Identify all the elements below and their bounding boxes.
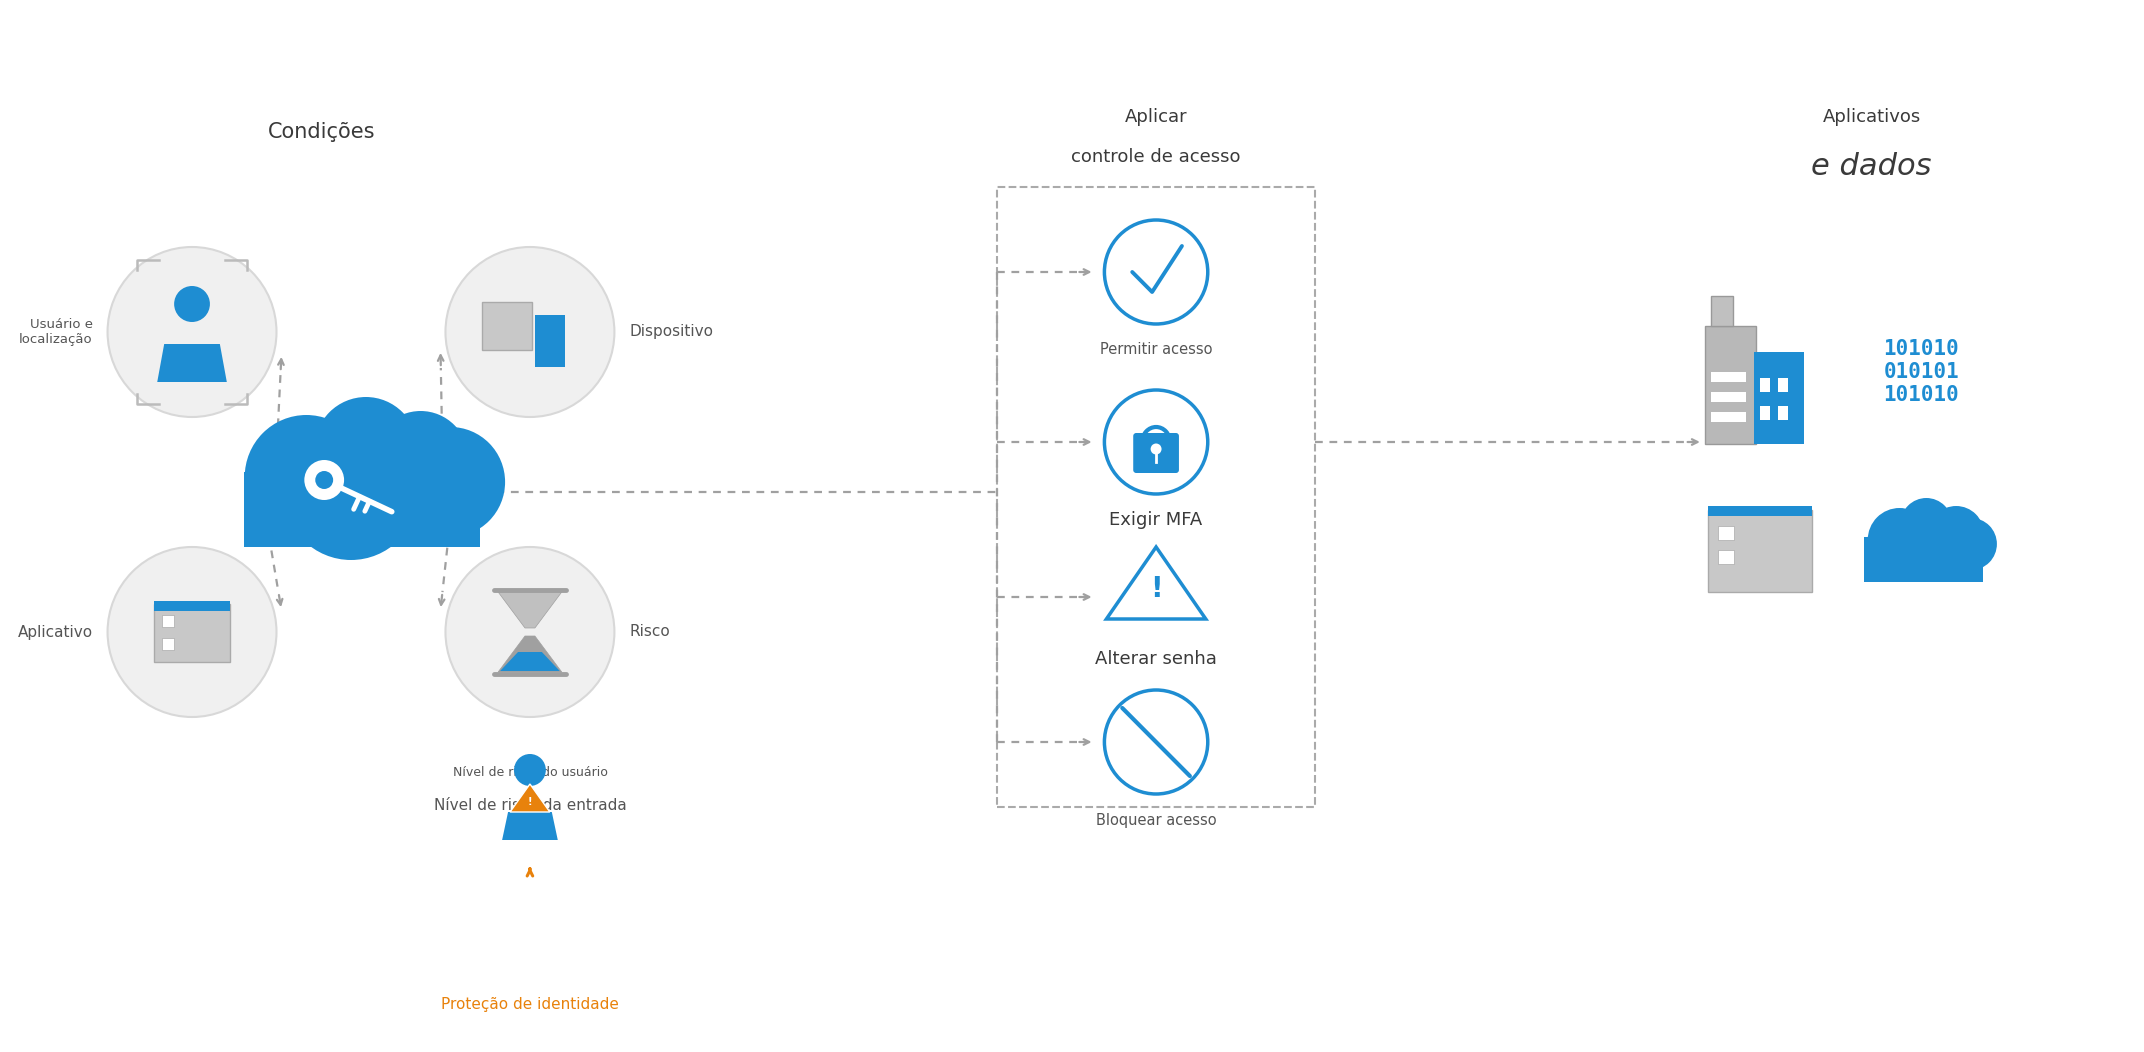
Circle shape [1945,518,1996,570]
Circle shape [1104,690,1207,794]
Circle shape [373,411,467,507]
Polygon shape [500,652,560,671]
FancyBboxPatch shape [1707,510,1812,592]
FancyBboxPatch shape [154,601,229,611]
Text: Nível de risco do usuário: Nível de risco do usuário [452,766,607,778]
FancyBboxPatch shape [1863,537,1983,582]
Text: Alterar senha: Alterar senha [1096,650,1218,668]
FancyBboxPatch shape [1711,392,1747,402]
Circle shape [315,397,418,501]
Circle shape [1927,506,1983,562]
FancyBboxPatch shape [1704,326,1756,444]
FancyBboxPatch shape [1754,352,1803,444]
FancyBboxPatch shape [1711,296,1732,326]
Circle shape [1882,512,1951,582]
Polygon shape [497,592,562,628]
Circle shape [244,414,369,539]
Polygon shape [502,812,557,839]
FancyBboxPatch shape [244,472,480,547]
Circle shape [1104,390,1207,494]
FancyBboxPatch shape [1717,550,1734,564]
Circle shape [107,247,277,417]
Circle shape [304,460,343,500]
Circle shape [174,286,210,322]
FancyBboxPatch shape [1711,372,1747,382]
Circle shape [1104,220,1207,324]
Circle shape [446,547,615,717]
Text: controle de acesso: controle de acesso [1072,148,1241,166]
FancyBboxPatch shape [1134,433,1179,473]
FancyBboxPatch shape [534,315,564,367]
FancyBboxPatch shape [1760,406,1771,420]
Text: Condições: Condições [268,122,375,142]
FancyBboxPatch shape [163,615,174,627]
Circle shape [446,247,615,417]
Text: 101010
010101
101010: 101010 010101 101010 [1882,339,1960,405]
Text: Dispositivo: Dispositivo [630,324,714,340]
Text: Usuário e
localização: Usuário e localização [19,318,92,346]
Polygon shape [1106,547,1205,619]
Text: !: ! [1149,575,1162,603]
Polygon shape [157,344,227,382]
Circle shape [283,424,418,560]
FancyBboxPatch shape [1760,378,1771,392]
Circle shape [1867,508,1932,572]
Text: Proteção de identidade: Proteção de identidade [442,996,620,1012]
Text: Risco: Risco [630,625,671,640]
Polygon shape [510,784,549,812]
FancyBboxPatch shape [1717,526,1734,540]
FancyBboxPatch shape [1711,412,1747,422]
Text: Aplicar: Aplicar [1126,108,1188,126]
FancyBboxPatch shape [482,302,532,350]
Circle shape [315,471,332,489]
Circle shape [1900,498,1953,550]
Circle shape [107,547,277,717]
FancyBboxPatch shape [163,638,174,650]
Text: Aplicativo: Aplicativo [17,625,92,640]
Text: Bloquear acesso: Bloquear acesso [1096,812,1216,828]
FancyBboxPatch shape [154,604,229,662]
FancyBboxPatch shape [1707,506,1812,515]
Circle shape [1151,444,1162,454]
Circle shape [397,427,506,537]
Polygon shape [497,636,562,672]
Circle shape [515,754,547,786]
FancyBboxPatch shape [1777,406,1788,420]
Text: Permitir acesso: Permitir acesso [1100,343,1211,358]
Text: !: ! [527,797,532,807]
Text: Nível de risco da entrada: Nível de risco da entrada [433,797,626,812]
Text: e dados: e dados [1812,153,1932,182]
FancyBboxPatch shape [1777,378,1788,392]
Text: Aplicativos: Aplicativos [1822,108,1921,126]
Text: Exigir MFA: Exigir MFA [1108,511,1203,529]
